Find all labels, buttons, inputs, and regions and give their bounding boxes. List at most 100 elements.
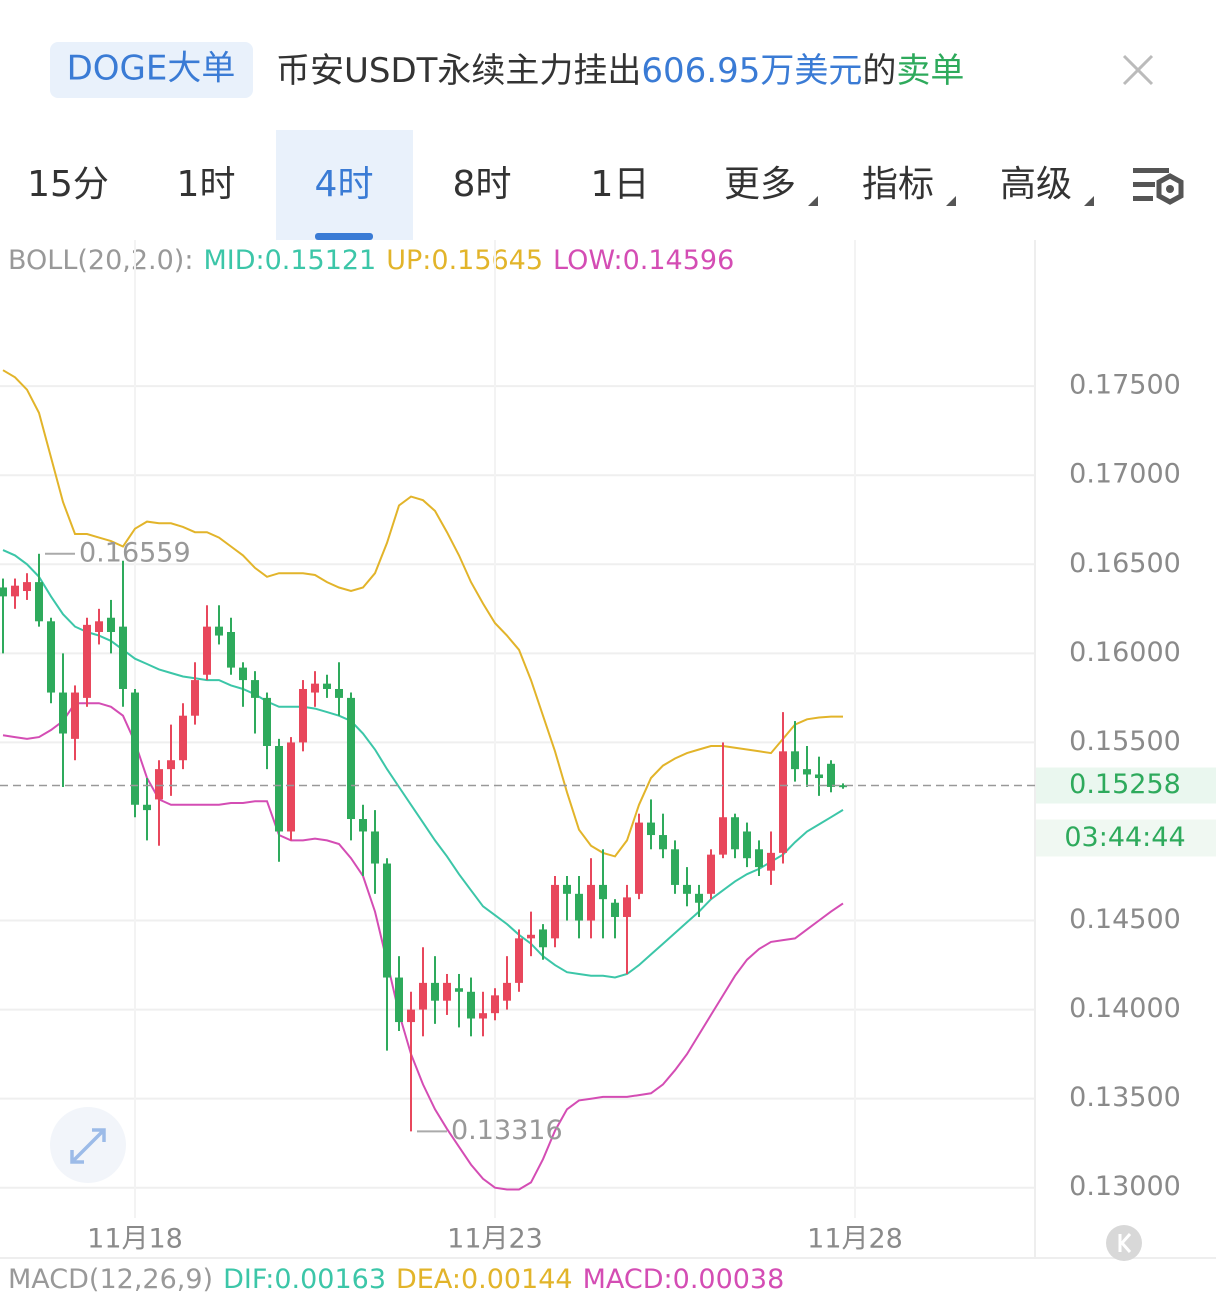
candle-body xyxy=(707,854,715,894)
candle-body xyxy=(431,982,439,1001)
candle-body xyxy=(719,817,727,855)
candle-body xyxy=(827,763,835,787)
legend-item: LOW:0.14596 xyxy=(553,245,734,276)
candle-body xyxy=(383,863,391,978)
candle-body xyxy=(107,617,115,632)
candle-body xyxy=(587,884,595,921)
tab[interactable]: 1时 xyxy=(177,164,236,205)
candle-body xyxy=(743,831,751,859)
candle-body xyxy=(83,624,91,698)
candle-body xyxy=(71,692,79,739)
candle-body xyxy=(359,819,367,832)
candle-body xyxy=(455,988,463,992)
tab[interactable]: 4时 xyxy=(315,164,374,205)
candle-body xyxy=(203,626,211,675)
tab[interactable]: 高级 xyxy=(1000,164,1072,205)
candle-body xyxy=(683,884,691,894)
candle-body xyxy=(815,774,823,779)
y-tick-label: 0.15500 xyxy=(1069,726,1181,757)
headline[interactable]: 币安USDT永续主力挂出606.95万美元的卖单 xyxy=(276,51,964,91)
candle-body xyxy=(131,692,139,805)
candle-body xyxy=(755,849,763,868)
y-tick-label: 0.14000 xyxy=(1069,993,1181,1024)
candle-body xyxy=(479,1013,487,1019)
candle-body xyxy=(167,760,175,770)
tab-menu-caret xyxy=(1084,196,1094,206)
tab[interactable]: 8时 xyxy=(453,164,512,205)
collapse-button[interactable] xyxy=(1106,1225,1142,1261)
tab[interactable]: 更多 xyxy=(724,164,796,205)
candle-body xyxy=(215,626,223,636)
tab-bar: 15分 1时 4时 8时 1日 更多 指标 高级 xyxy=(27,130,1094,240)
candle-body xyxy=(443,982,451,1001)
candle-body xyxy=(527,934,535,939)
candle-body xyxy=(503,982,511,1001)
tab[interactable]: 15分 xyxy=(27,164,109,205)
candle-body xyxy=(0,587,7,597)
legend-item: DIF:0.00163 xyxy=(223,1264,386,1295)
close-button[interactable] xyxy=(1122,54,1154,86)
candle-body xyxy=(695,893,703,903)
headline-part: 币安USDT永续主力挂出 xyxy=(276,51,641,91)
tab-menu-caret xyxy=(946,196,956,206)
legend-item: MID:0.15121 xyxy=(203,245,376,276)
candle-body xyxy=(119,626,127,689)
headline-part: 卖单 xyxy=(896,51,964,91)
y-tick-label: 0.14500 xyxy=(1069,904,1181,935)
candle-body xyxy=(47,621,55,693)
tab-indicator xyxy=(315,233,373,240)
tab[interactable]: 1日 xyxy=(591,164,650,205)
candle-body xyxy=(95,621,103,632)
y-tick-label: 0.16500 xyxy=(1069,548,1181,579)
candle-body xyxy=(551,884,559,939)
candle-body xyxy=(539,929,547,948)
candle-body xyxy=(251,680,259,698)
legend-item: UP:0.15645 xyxy=(386,245,543,276)
extreme-label: 0.16559 xyxy=(79,537,191,568)
y-tick-label: 0.13000 xyxy=(1069,1171,1181,1202)
candle-body xyxy=(791,751,799,770)
candle-body xyxy=(779,751,787,853)
legend-prefix: BOLL(20,2.0): xyxy=(8,245,193,276)
candle-body xyxy=(371,831,379,864)
candle-body xyxy=(275,745,283,832)
boll-line xyxy=(2,702,844,1191)
tab-menu-caret xyxy=(808,196,818,206)
candle-body xyxy=(227,631,235,668)
settings-icon[interactable] xyxy=(1133,168,1184,205)
y-tick-label: 0.17500 xyxy=(1069,370,1181,401)
candle-body xyxy=(59,692,67,734)
candle-body xyxy=(839,785,847,788)
headline-part: 606.95万美元 xyxy=(641,51,862,91)
macd-legend: MACD(12,26,9) DIF:0.00163 DEA:0.00144 MACD:… xyxy=(8,1264,784,1295)
plot: 0.13000 0.13500 0.14000 0.14500 0.15500 0.160… xyxy=(0,240,1216,1255)
y-tick-label: 0.17000 xyxy=(1069,459,1181,490)
candle-body xyxy=(563,884,571,894)
legend-item: DEA:0.00144 xyxy=(396,1264,573,1295)
candle-body xyxy=(347,697,355,820)
candle-body xyxy=(671,849,679,885)
candle-body xyxy=(467,991,475,1019)
candle-body xyxy=(515,938,523,983)
candle-body xyxy=(599,884,607,900)
expand-button[interactable] xyxy=(50,1107,126,1183)
tab-selected-bg xyxy=(276,130,413,240)
boll-legend: BOLL(20,2.0): MID:0.15121 UP:0.15645 LOW:0.… xyxy=(8,245,734,276)
candle-body xyxy=(263,697,271,746)
candle-body xyxy=(191,680,199,716)
x-tick-label: 11月18 xyxy=(87,1224,183,1255)
headline-part: 的 xyxy=(862,51,896,91)
legend-prefix: MACD(12,26,9) xyxy=(8,1264,213,1295)
candle-body xyxy=(335,688,343,698)
countdown-box xyxy=(1036,819,1216,857)
candle-body xyxy=(623,897,631,917)
candle-body xyxy=(611,902,619,917)
candle-body xyxy=(659,835,667,850)
badge[interactable]: DOGE大单 xyxy=(67,49,236,89)
tab[interactable]: 指标 xyxy=(862,164,934,205)
extreme-label: 0.13316 xyxy=(451,1115,563,1146)
x-tick-label: 11月28 xyxy=(807,1224,903,1255)
candle-body xyxy=(395,977,403,1023)
